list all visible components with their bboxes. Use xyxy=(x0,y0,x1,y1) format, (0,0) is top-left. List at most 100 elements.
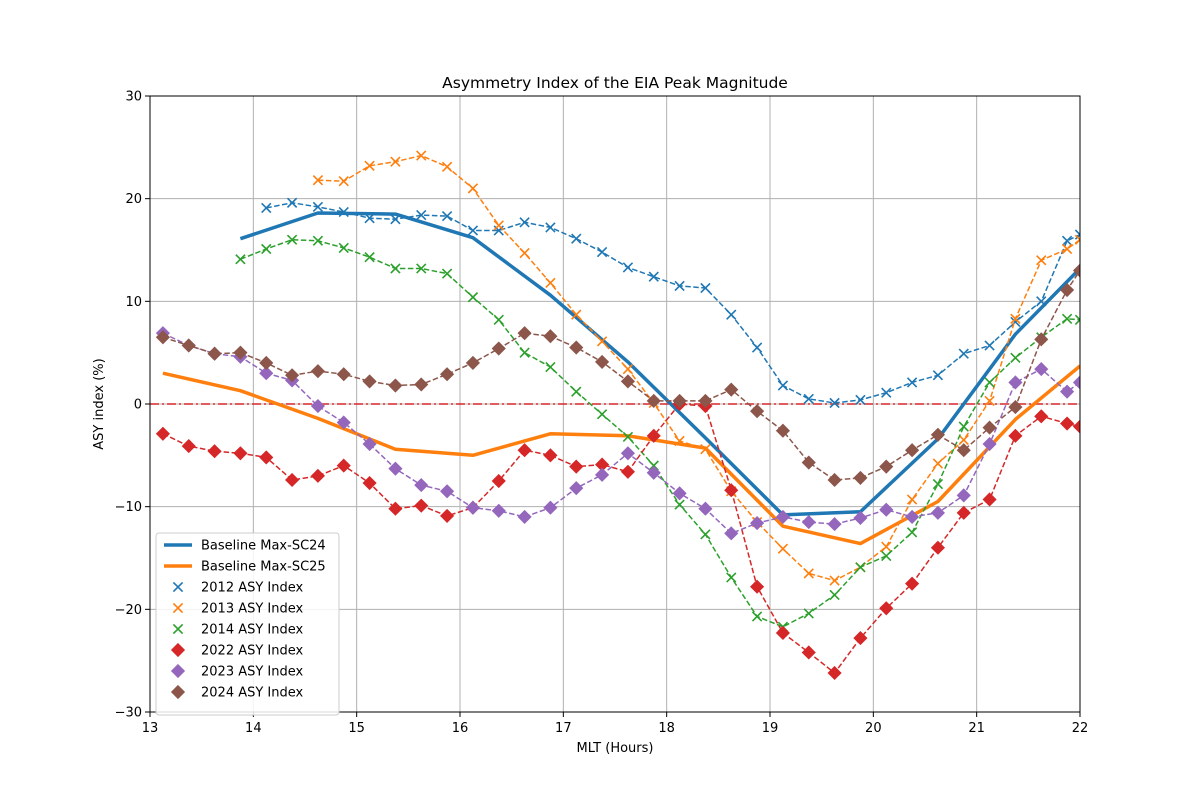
data-point xyxy=(622,262,634,273)
data-point xyxy=(310,398,325,414)
data-point xyxy=(956,443,971,458)
data-point xyxy=(1060,416,1075,431)
data-point xyxy=(543,448,558,463)
series-2024-asy-index xyxy=(155,263,1080,488)
data-point xyxy=(956,488,971,503)
data-point xyxy=(467,183,479,194)
data-point xyxy=(698,393,713,408)
legend-label: 2012 ASY Index xyxy=(201,581,304,596)
data-point xyxy=(827,472,842,488)
data-point xyxy=(414,498,429,513)
data-point xyxy=(881,550,892,562)
data-point xyxy=(569,459,584,474)
y-tick-label: 20 xyxy=(125,192,142,207)
data-point xyxy=(648,460,659,471)
data-point xyxy=(932,478,944,490)
data-point xyxy=(1061,313,1073,324)
data-point xyxy=(155,426,170,441)
data-point xyxy=(416,209,427,221)
data-point xyxy=(596,409,608,420)
data-point xyxy=(181,338,196,353)
y-tick-label: 30 xyxy=(125,90,142,105)
data-point xyxy=(467,292,479,303)
data-point xyxy=(416,150,427,161)
data-point xyxy=(390,214,401,225)
data-point xyxy=(827,517,842,532)
data-point xyxy=(338,242,349,254)
data-point xyxy=(596,336,608,347)
x-tick-label: 13 xyxy=(142,721,159,736)
legend-item: 2022 ASY Index xyxy=(170,642,304,659)
series-2014-asy-index xyxy=(235,234,1080,632)
plot-area xyxy=(155,150,1080,681)
data-point xyxy=(545,222,556,233)
data-point xyxy=(775,625,790,641)
legend-swatch xyxy=(172,602,184,614)
data-point xyxy=(801,455,816,470)
data-point xyxy=(310,364,325,379)
data-point xyxy=(906,377,918,388)
data-point xyxy=(724,382,739,397)
data-point xyxy=(1074,234,1080,245)
data-point xyxy=(261,243,272,255)
data-point xyxy=(775,423,790,438)
data-point xyxy=(674,499,685,510)
data-point xyxy=(905,443,920,458)
data-point xyxy=(233,345,248,360)
data-point xyxy=(569,340,584,355)
y-axis-label: ASY index (%) xyxy=(92,358,107,449)
data-point xyxy=(803,393,814,405)
series-line xyxy=(240,238,1080,628)
data-point xyxy=(958,348,969,359)
data-point xyxy=(930,540,945,555)
data-point xyxy=(984,377,995,388)
legend-swatch xyxy=(170,642,186,658)
data-point xyxy=(905,576,920,591)
data-point xyxy=(517,443,532,458)
data-point xyxy=(390,263,401,274)
data-point xyxy=(984,340,995,351)
data-point xyxy=(336,367,351,382)
data-point xyxy=(982,420,997,435)
data-point xyxy=(440,484,455,499)
series-layer xyxy=(155,150,1080,681)
data-point xyxy=(388,461,403,476)
data-point xyxy=(517,326,532,341)
data-point xyxy=(467,225,479,236)
x-tick-label: 18 xyxy=(658,721,675,736)
data-point xyxy=(441,161,453,173)
data-point xyxy=(700,282,711,294)
data-point xyxy=(310,468,325,483)
x-tick-label: 14 xyxy=(245,721,262,736)
legend-label: Baseline Max-SC25 xyxy=(201,560,326,575)
data-point xyxy=(751,611,763,622)
data-point xyxy=(493,220,504,231)
legend-item: 2024 ASY Index xyxy=(170,684,304,701)
data-point xyxy=(440,508,455,523)
data-point xyxy=(362,374,377,389)
data-point xyxy=(362,475,377,491)
data-point xyxy=(801,515,816,530)
data-point xyxy=(879,459,894,474)
data-point xyxy=(751,342,763,353)
data-point xyxy=(571,309,582,320)
data-point xyxy=(517,509,532,524)
legend-item: 2013 ASY Index xyxy=(172,602,304,617)
data-point xyxy=(595,467,610,482)
data-point xyxy=(646,465,661,480)
data-point xyxy=(390,156,401,167)
data-point xyxy=(519,247,530,259)
data-point xyxy=(441,210,453,222)
data-point xyxy=(259,355,274,370)
data-point xyxy=(465,500,480,515)
data-point xyxy=(569,481,584,496)
data-point xyxy=(312,235,324,246)
data-point xyxy=(958,421,969,432)
x-tick-label: 22 xyxy=(1072,721,1089,736)
legend-label: Baseline Max-SC24 xyxy=(201,539,326,554)
legend-swatch xyxy=(172,623,184,635)
data-point xyxy=(364,160,375,171)
data-point xyxy=(440,367,455,382)
x-tick-label: 17 xyxy=(555,721,572,736)
data-point xyxy=(491,341,506,356)
